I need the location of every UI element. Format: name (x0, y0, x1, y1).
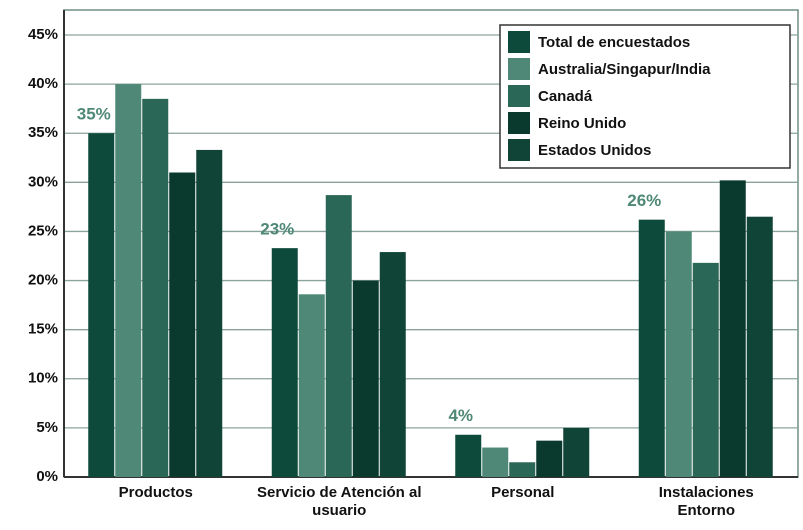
y-tick-label: 35% (28, 124, 58, 141)
x-tick-label: Personal (491, 484, 555, 501)
bar (509, 462, 536, 477)
legend-box (499, 24, 791, 169)
legend-label: Canadá (538, 88, 593, 105)
x-tick-label: Servicio de Atención al usuario (257, 484, 422, 519)
data-label: 26% (627, 191, 661, 210)
y-tick-label: 5% (36, 419, 58, 436)
legend-label: Australia/Singapur/India (538, 61, 711, 78)
bar (482, 447, 509, 477)
legend-swatch (508, 139, 530, 161)
y-tick-label: 10% (28, 370, 58, 387)
bar (455, 434, 482, 477)
bar (719, 180, 746, 477)
data-label: 35% (77, 105, 111, 124)
legend-label: Estados Unidos (538, 142, 651, 159)
data-label: 4% (448, 406, 473, 425)
bar (746, 216, 773, 477)
bar (352, 280, 379, 477)
y-tick-label: 15% (28, 321, 58, 338)
y-tick-label: 40% (28, 75, 58, 92)
y-tick-label: 45% (28, 26, 58, 43)
bar (563, 427, 590, 477)
y-tick-label: 0% (36, 468, 58, 485)
bar (298, 294, 325, 477)
y-tick-label: 25% (28, 222, 58, 239)
bar (115, 84, 142, 477)
bar (379, 252, 406, 477)
legend-swatch (508, 58, 530, 80)
legend-swatch (508, 112, 530, 134)
legend-label: Total de encuestados (538, 34, 690, 51)
data-label: 23% (260, 220, 294, 239)
bar (169, 172, 196, 477)
bar (142, 98, 169, 477)
y-tick-label: 30% (28, 173, 58, 190)
bar (88, 133, 115, 477)
bar (665, 231, 692, 477)
y-tick-label: 20% (28, 272, 58, 289)
bar (638, 219, 665, 477)
x-tick-label: Instalaciones Entorno (658, 484, 754, 519)
legend-swatch (508, 31, 530, 53)
bar (692, 262, 719, 477)
bar (271, 248, 298, 477)
bar (536, 440, 563, 477)
bar (196, 149, 223, 478)
legend-label: Reino Unido (538, 115, 626, 132)
x-tick-label: Productos (118, 484, 193, 501)
legend-swatch (508, 85, 530, 107)
bar (325, 195, 352, 477)
